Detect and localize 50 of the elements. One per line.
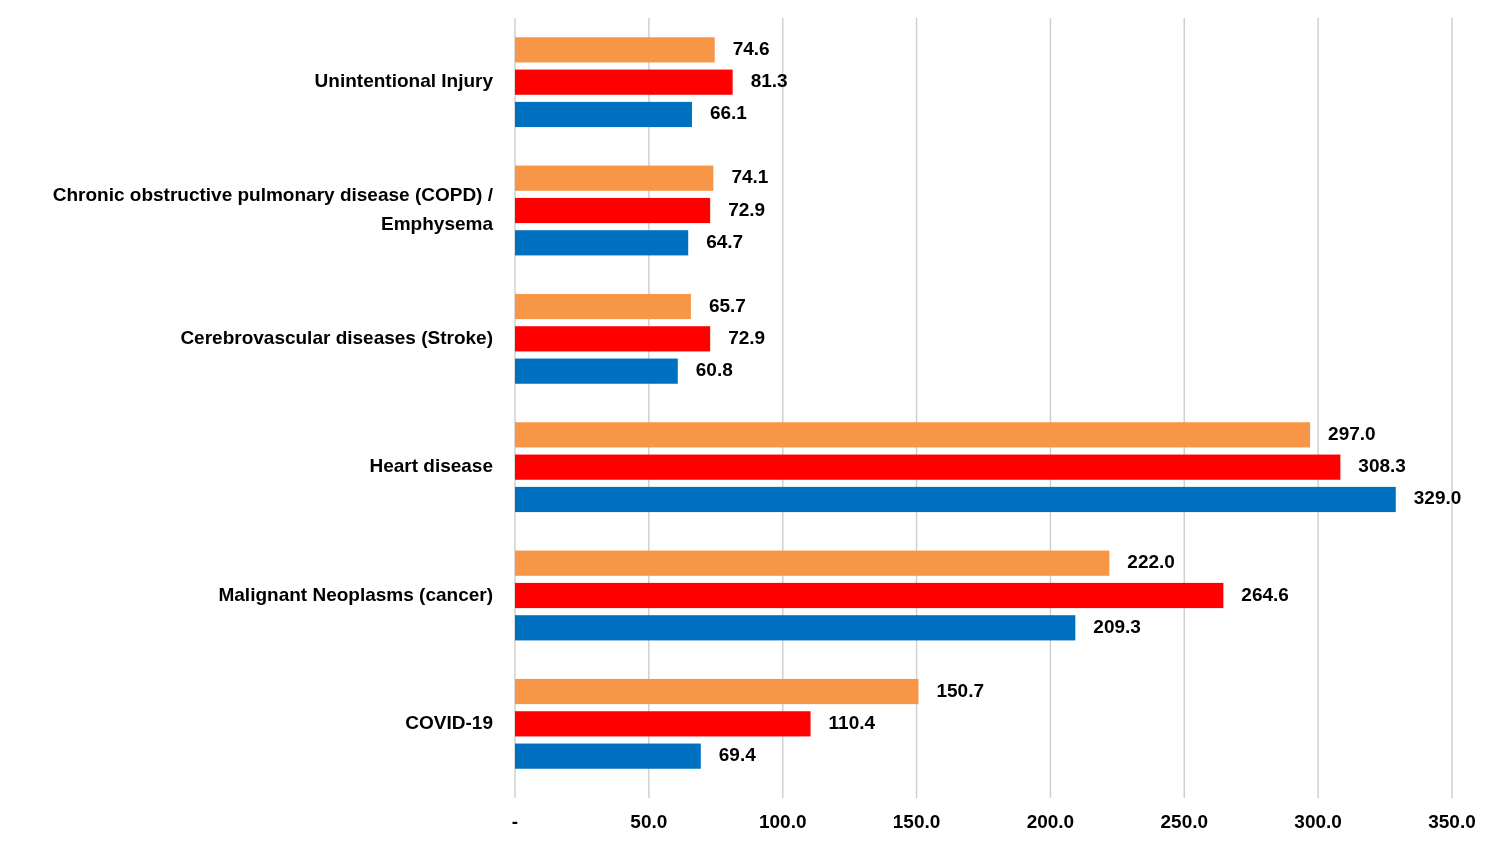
data-label: 66.1 [709, 102, 748, 124]
bar [515, 678, 919, 705]
data-label: 209.3 [1093, 615, 1141, 637]
bar [515, 101, 692, 128]
x-tick-label: 250.0 [1160, 811, 1209, 832]
bar [515, 37, 715, 63]
x-tick-label: 350.0 [1428, 811, 1476, 832]
bar [515, 326, 711, 352]
bar [515, 422, 1311, 448]
data-label: 72.9 [728, 326, 766, 348]
y-tick-label: Unintentional Injury [314, 70, 494, 92]
data-label: 150.7 [936, 679, 984, 701]
data-label: 81.3 [750, 70, 788, 92]
x-tick-label: 150.0 [892, 811, 941, 832]
y-tick-label: Heart disease [369, 455, 493, 477]
data-label: 329.0 [1413, 487, 1462, 509]
data-label: 222.0 [1127, 551, 1175, 573]
data-label: 74.6 [732, 37, 770, 59]
bar [515, 615, 1076, 641]
data-label: 297.0 [1328, 422, 1376, 444]
data-label: 72.9 [728, 198, 766, 220]
x-tick-label: 50.0 [630, 811, 668, 832]
data-label: 308.3 [1358, 455, 1406, 477]
bar [515, 165, 714, 191]
bar [515, 69, 733, 95]
data-label: 64.7 [706, 230, 744, 252]
bar [515, 454, 1341, 480]
y-tick-label: COVID-19 [405, 711, 493, 733]
x-tick-label: 300.0 [1294, 811, 1342, 832]
bar [515, 711, 811, 737]
y-tick-label: Cerebrovascular diseases (Stroke) [180, 326, 493, 348]
data-label: 69.4 [718, 744, 757, 766]
bar [515, 358, 678, 384]
data-label: 264.6 [1241, 583, 1289, 605]
y-tick-label: Chronic obstructive pulmonary disease (COPD) / Emphysema [52, 184, 494, 235]
bar [515, 486, 1396, 513]
data-label: 65.7 [708, 294, 746, 316]
y-tick-label: Malignant Neoplasms (cancer) [218, 583, 493, 605]
data-label: 74.1 [731, 166, 769, 188]
data-label: 110.4 [828, 711, 876, 733]
data-label: 60.8 [695, 359, 733, 381]
bar [515, 293, 691, 320]
x-tick-label: 200.0 [1026, 811, 1075, 832]
bar [515, 550, 1110, 576]
x-tick-label: - [511, 811, 519, 832]
x-tick-label: 100.0 [758, 811, 807, 832]
bar [515, 197, 711, 224]
bar [515, 230, 689, 256]
bar [515, 743, 701, 769]
bar [515, 582, 1224, 609]
